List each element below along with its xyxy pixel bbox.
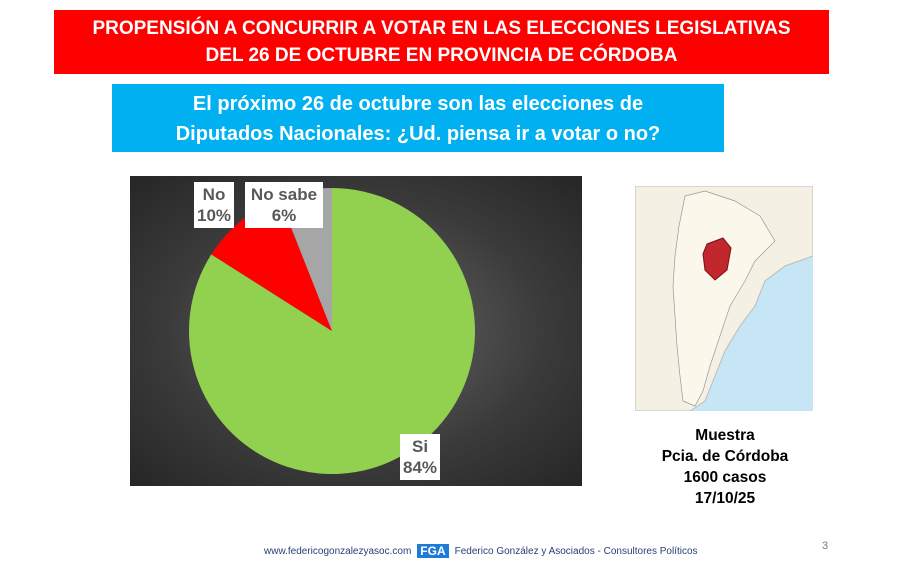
fga-logo: FGA — [417, 544, 449, 558]
question-line-1: El próximo 26 de octubre son las eleccio… — [192, 93, 644, 115]
sample-date: 17/10/25 — [694, 490, 756, 507]
label-nosabe-value: 6% — [271, 206, 297, 225]
label-nosabe: No sabe 6% — [245, 182, 323, 228]
pie-chart: No 10% No sabe 6% Si 84% — [130, 176, 582, 486]
title-line-1: PROPENSIÓN A CONCURRIR A VOTAR EN LAS EL… — [92, 18, 791, 39]
question-box: El próximo 26 de octubre son las eleccio… — [112, 84, 724, 152]
label-si-name: Si — [411, 437, 429, 456]
sample-region: Pcia. de Córdoba — [661, 448, 789, 465]
label-si: Si 84% — [400, 434, 441, 480]
sample-title: Muestra — [695, 427, 755, 444]
slide-title: PROPENSIÓN A CONCURRIR A VOTAR EN LAS EL… — [54, 10, 829, 74]
label-nosabe-name: No sabe — [250, 185, 318, 204]
question-line-2: Diputados Nacionales: ¿Ud. piensa ir a v… — [175, 123, 661, 145]
website-link[interactable]: www.federicogonzalezyasoc.com — [264, 545, 412, 557]
label-si-value: 84% — [403, 458, 438, 477]
label-no-name: No — [202, 185, 226, 204]
argentina-map — [634, 185, 814, 412]
title-line-2: DEL 26 DE OCTUBRE EN PROVINCIA DE CÓRDOB… — [205, 45, 678, 66]
page-number: 3 — [822, 540, 829, 552]
sample-info: Muestra Pcia. de Córdoba 1600 casos 17/1… — [640, 425, 810, 509]
sample-cases: 1600 casos — [683, 469, 767, 486]
pie-slice-no — [211, 198, 332, 331]
company-name: Federico González y Asociados - Consulto… — [454, 545, 698, 557]
label-no-value: 10% — [197, 206, 232, 225]
label-no: No 10% — [194, 182, 235, 228]
footer: www.federicogonzalezyasoc.com FGA Federi… — [264, 544, 698, 558]
